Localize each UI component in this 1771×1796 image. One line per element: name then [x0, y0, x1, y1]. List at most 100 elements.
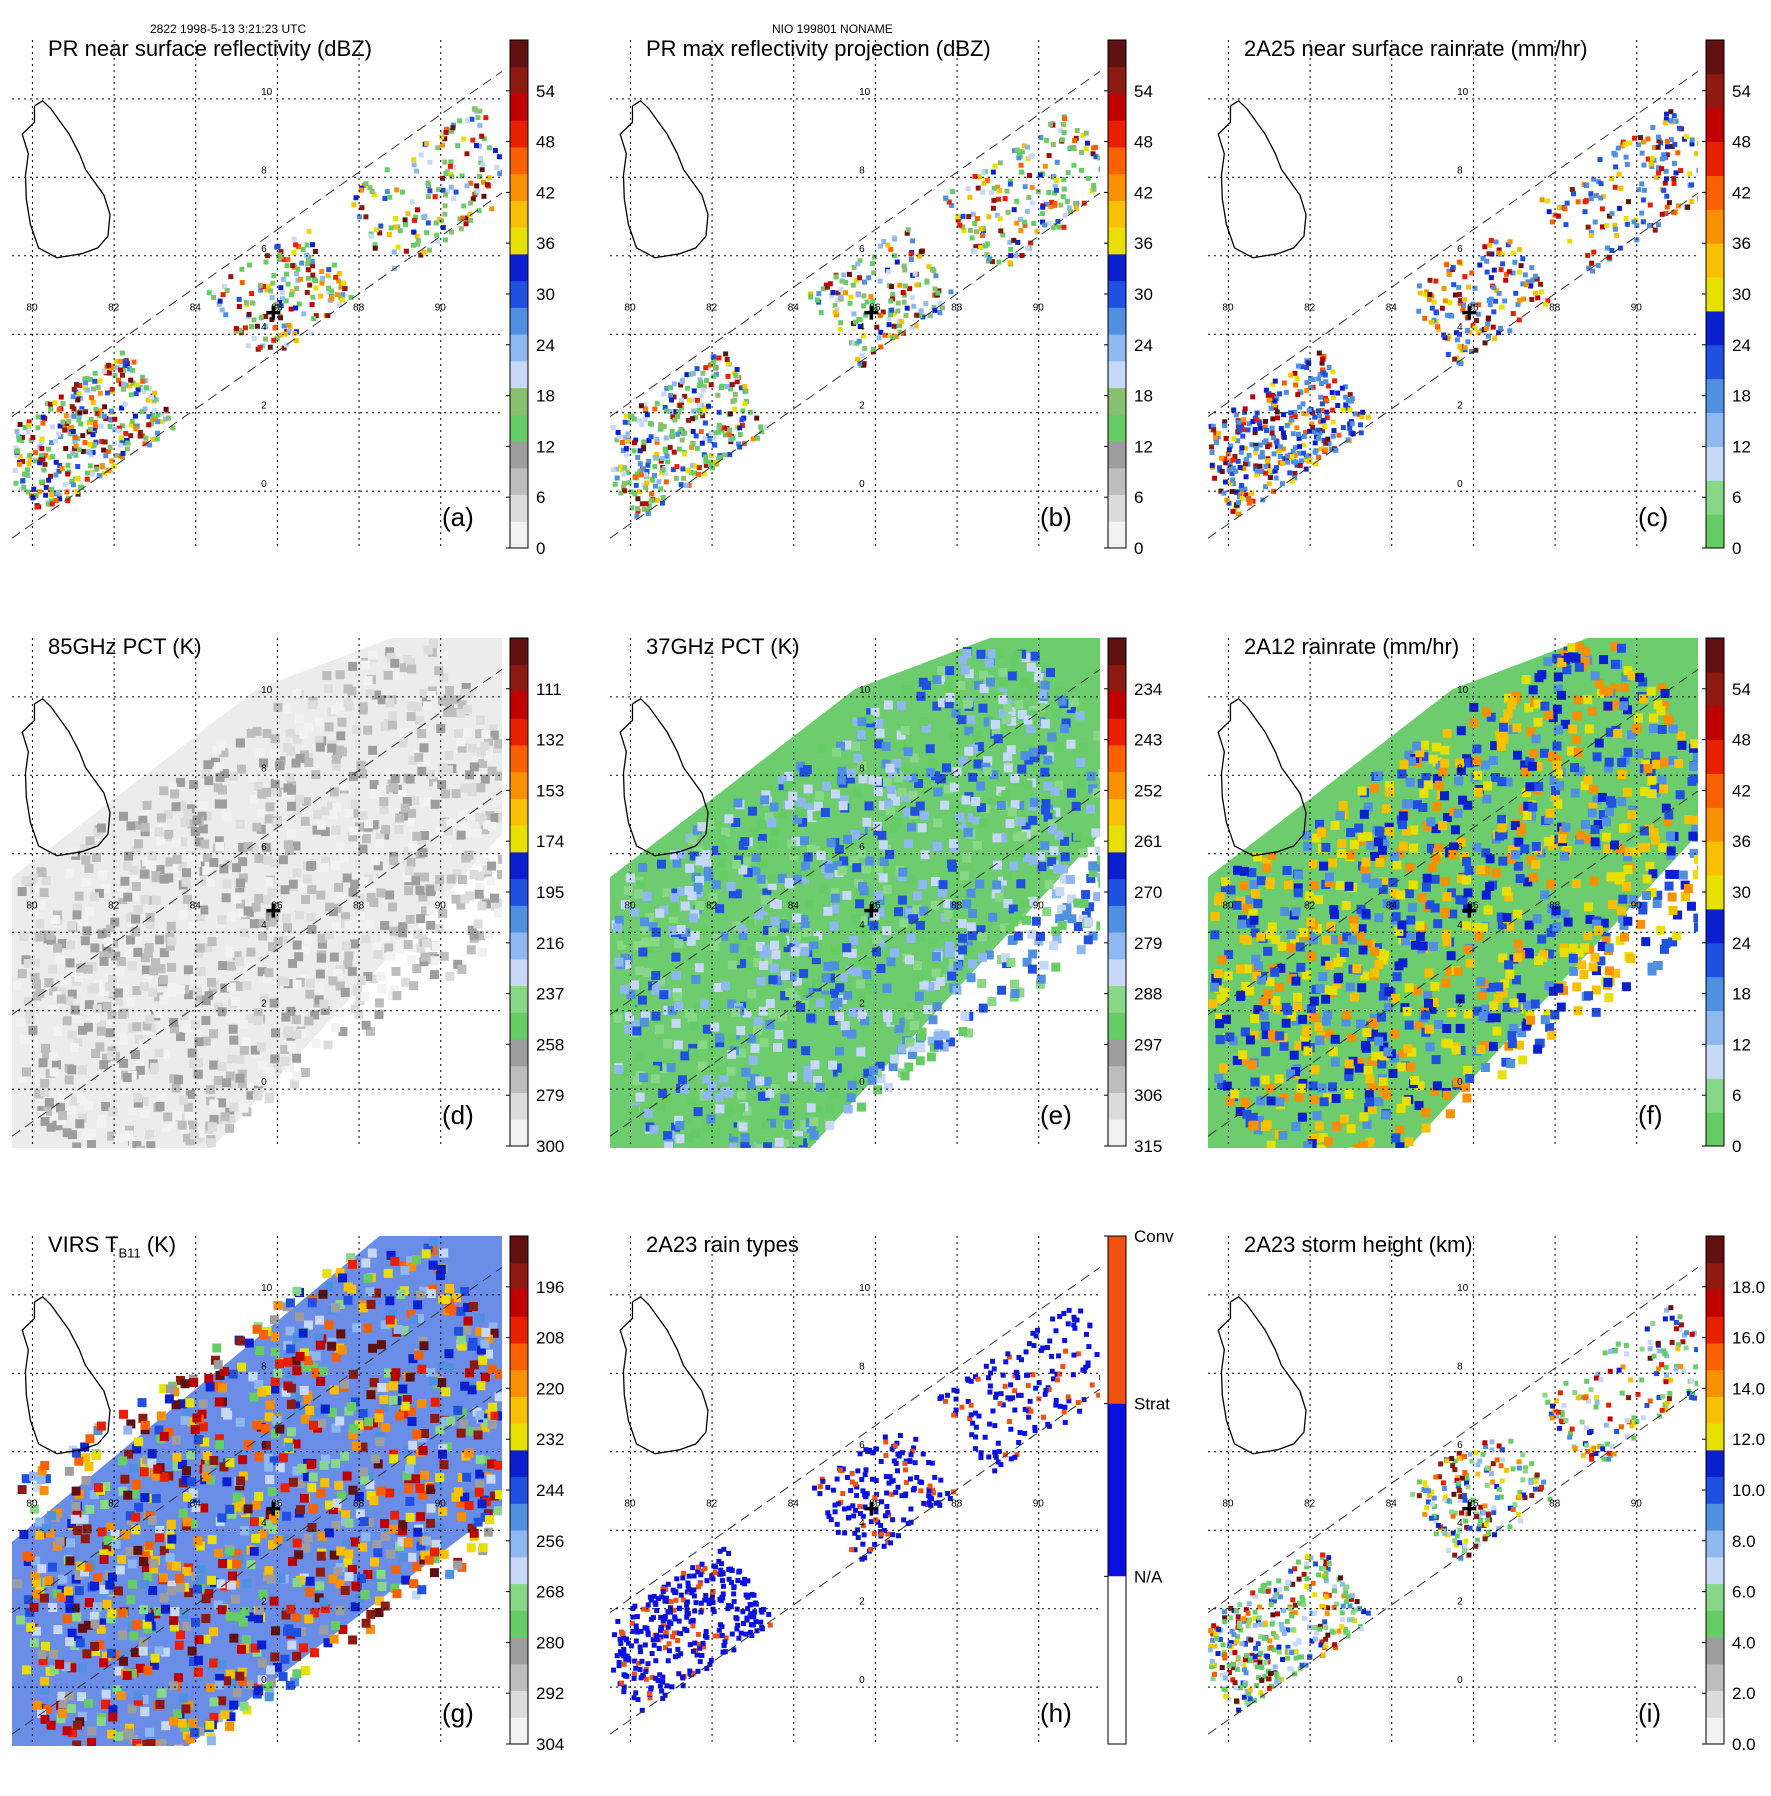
sri-lanka-coastline: [620, 101, 708, 258]
colorbar-tick-label: 12: [1732, 1035, 1751, 1054]
colorbar-tick-label: 54: [1732, 680, 1751, 699]
panel-title-text: 37GHz PCT (K): [646, 634, 800, 659]
lon-label: 88: [951, 901, 963, 912]
lon-label: 80: [1222, 303, 1234, 314]
colorbar-tick-label: 30: [536, 285, 555, 304]
colorbar-tick-label: 153: [536, 781, 564, 800]
panel-title: PR max reflectivity projection (dBZ): [646, 36, 991, 62]
lon-label: 80: [624, 901, 636, 912]
lat-label: 2: [859, 999, 865, 1010]
colorbar-tick-label: 0.0: [1732, 1735, 1756, 1754]
lon-label: 88: [353, 1499, 365, 1510]
colorbar-tick-label: 220: [536, 1379, 564, 1398]
lon-label: 82: [706, 901, 718, 912]
colorbar-tick-label: 300: [536, 1137, 564, 1156]
colorbar-tick-label: 280: [536, 1633, 564, 1652]
panel-label: (h): [1040, 1698, 1072, 1729]
lat-label: 4: [859, 1518, 865, 1529]
lat-label: 8: [859, 763, 865, 774]
colorbar-tick-label: 2.0: [1732, 1684, 1756, 1703]
lon-label: 84: [190, 901, 202, 912]
panel-title-text: 2A12 rainrate (mm/hr): [1244, 634, 1459, 659]
colorbar-tick-label: 12: [1134, 437, 1153, 456]
sri-lanka-coastline: [620, 1297, 708, 1454]
lon-label: 90: [1631, 901, 1643, 912]
colorbar-tick-label: 288: [1134, 985, 1162, 1004]
lat-label: 2: [859, 1597, 865, 1608]
colorbar-tick-label: 243: [1134, 731, 1162, 750]
colorbar-tick-label: 0: [536, 539, 545, 558]
lon-label: 88: [1549, 901, 1561, 912]
lat-label: 8: [859, 165, 865, 176]
lon-label: 84: [788, 1499, 800, 1510]
lon-label: 88: [1549, 1499, 1561, 1510]
colorbar-tick-label: 24: [1134, 336, 1153, 355]
colorbar-tick-label: 252: [1134, 781, 1162, 800]
lon-label: 90: [1033, 303, 1045, 314]
sri-lanka-coastline: [1218, 1297, 1306, 1454]
lat-label: 6: [1457, 1440, 1463, 1451]
colorbar-tick-label: 297: [1134, 1035, 1162, 1054]
panel-title: PR near surface reflectivity (dBZ): [48, 36, 372, 62]
colorbar-tick-label: 258: [536, 1035, 564, 1054]
colorbar-tick-label: 237: [536, 985, 564, 1004]
panel-title-suffix: (K): [141, 1232, 176, 1257]
lon-label: 90: [435, 1499, 447, 1510]
colorbar-tick-label: 279: [536, 1086, 564, 1105]
lon-label: 88: [353, 901, 365, 912]
lat-label: 10: [859, 685, 871, 696]
lon-label: 88: [353, 303, 365, 314]
panel-label: (a): [442, 502, 474, 533]
colorbar-tick-label: 18: [1134, 387, 1153, 406]
lat-label: 10: [261, 87, 273, 98]
orbit-header: 2822 1998-5-13 3:21:23 UTC: [150, 22, 306, 36]
lat-label: 2: [261, 999, 267, 1010]
lon-label: 80: [1222, 1499, 1234, 1510]
panel-title: 37GHz PCT (K): [646, 634, 800, 660]
colorbar-tick-label: 111: [536, 680, 562, 699]
lon-label: 80: [26, 1499, 38, 1510]
panel-title: VIRS TB11 (K): [48, 1232, 176, 1260]
pr-swath-edge: [610, 1389, 1100, 1734]
lon-label: 84: [788, 303, 800, 314]
latlon-grid: [610, 1236, 1100, 1746]
colorbar-tick-label: 279: [1134, 934, 1162, 953]
colorbar-tick-label: 195: [536, 883, 564, 902]
colorbar-tick-label: 4.0: [1732, 1633, 1756, 1652]
lon-label: 82: [1304, 1499, 1316, 1510]
panel-title: 2A25 near surface rainrate (mm/hr): [1244, 36, 1588, 62]
panel-label: (i): [1638, 1698, 1661, 1729]
colorbar-tick-label: 24: [1732, 934, 1751, 953]
colorbar-tick-label: 18: [1732, 985, 1751, 1004]
lat-label: 0: [1457, 1077, 1463, 1088]
pr-swath-edge: [1208, 1267, 1698, 1612]
panel-label: (c): [1638, 502, 1668, 533]
colorbar-tick-label: 6: [1732, 1086, 1741, 1105]
colorbar-tick-label: 18.0: [1732, 1278, 1765, 1297]
lon-label: 80: [26, 303, 38, 314]
lon-label: 84: [788, 901, 800, 912]
lon-label: 82: [108, 1499, 120, 1510]
lat-label: 2: [1457, 999, 1463, 1010]
colorbar-tick-label: 18: [1732, 387, 1751, 406]
lat-label: 10: [1457, 87, 1469, 98]
colorbar-tick-label: 232: [536, 1430, 564, 1449]
panel-title-subscript: B11: [119, 1245, 141, 1260]
lon-label: 84: [1386, 1499, 1398, 1510]
lat-label: 6: [1457, 244, 1463, 255]
colorbar-tick-label: 0: [1134, 539, 1143, 558]
lon-label: 84: [1386, 303, 1398, 314]
panel-label: (d): [442, 1100, 474, 1131]
lat-label: 6: [859, 244, 865, 255]
panel-title: 85GHz PCT (K): [48, 634, 202, 660]
colorbar-tick-label: 10.0: [1732, 1481, 1765, 1500]
